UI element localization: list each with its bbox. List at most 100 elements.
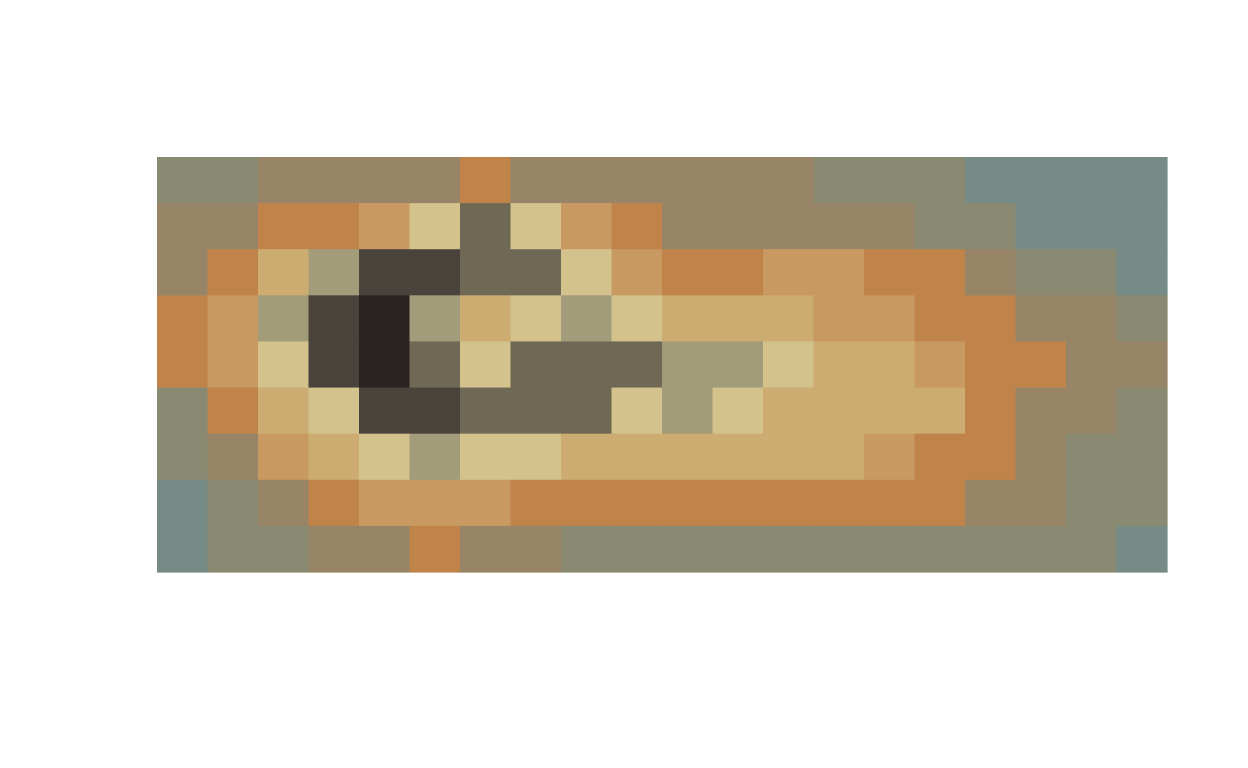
heat-cell: [965, 341, 1017, 389]
heat-cell: [965, 387, 1017, 435]
heat-cell: [308, 525, 360, 573]
heat-cell: [359, 157, 411, 204]
heat-cell: [157, 341, 209, 389]
heat-cell: [864, 433, 916, 481]
heat-cell: [308, 157, 360, 204]
heat-cell: [207, 525, 259, 573]
heat-cell: [460, 249, 512, 296]
heat-cell: [1066, 249, 1118, 296]
heat-cell: [1066, 157, 1118, 204]
heat-cell: [460, 479, 512, 527]
heat-cell: [157, 203, 209, 250]
heat-cell: [662, 433, 714, 481]
heat-cell: [611, 479, 663, 527]
heat-cell: [662, 387, 714, 435]
heat-cell: [460, 341, 512, 389]
heat-cell: [561, 203, 613, 250]
heat-cell: [308, 479, 360, 527]
heat-cell: [207, 433, 259, 481]
heat-cell: [157, 525, 209, 573]
heat-cell: [308, 203, 360, 250]
heat-cell: [1116, 157, 1168, 204]
heat-cell: [258, 295, 310, 343]
heat-cell: [1116, 341, 1168, 389]
heat-cell: [864, 203, 916, 250]
heat-cell: [258, 433, 310, 481]
heat-cell: [914, 341, 966, 389]
heat-cell: [914, 157, 966, 204]
heat-cell: [561, 433, 613, 481]
heat-cell: [157, 479, 209, 527]
heat-cell: [409, 157, 461, 204]
heat-cell: [207, 157, 259, 204]
heat-cell: [561, 157, 613, 204]
heat-cell: [763, 203, 815, 250]
heat-cell: [813, 341, 865, 389]
heat-cell: [207, 203, 259, 250]
heat-cell: [258, 387, 310, 435]
heat-cell: [1015, 433, 1067, 481]
heat-cell: [611, 387, 663, 435]
heat-cell: [258, 479, 310, 527]
heat-cell: [258, 203, 310, 250]
heat-cell: [662, 479, 714, 527]
heat-cell: [561, 295, 613, 343]
heat-cell: [864, 249, 916, 296]
heat-cell: [308, 295, 360, 343]
heat-cell: [308, 387, 360, 435]
heat-cell: [712, 249, 764, 296]
heat-cell: [813, 479, 865, 527]
heat-cell: [409, 433, 461, 481]
heat-cell: [611, 341, 663, 389]
heat-cell: [914, 387, 966, 435]
heat-cell: [662, 249, 714, 296]
heat-cell: [258, 249, 310, 296]
heat-cell: [157, 433, 209, 481]
heat-cell: [662, 295, 714, 343]
heat-cell: [409, 203, 461, 250]
heat-cell: [561, 341, 613, 389]
heat-cell: [763, 295, 815, 343]
heat-cell: [1015, 479, 1067, 527]
heat-cell: [914, 249, 966, 296]
heat-cell: [1116, 249, 1168, 296]
heat-cell: [1116, 203, 1168, 250]
heat-cell: [965, 433, 1017, 481]
heat-cell: [561, 479, 613, 527]
heat-cell: [1116, 295, 1168, 343]
heat-cell: [1066, 203, 1118, 250]
heat-cell: [409, 341, 461, 389]
heat-cell: [712, 433, 764, 481]
heat-cell: [1015, 295, 1067, 343]
heat-cell: [561, 525, 613, 573]
heat-cell: [359, 203, 411, 250]
heat-cell: [359, 387, 411, 435]
heat-cell: [460, 387, 512, 435]
heat-cell: [611, 525, 663, 573]
heat-cell: [510, 387, 562, 435]
heat-cell: [611, 249, 663, 296]
heat-cell: [864, 157, 916, 204]
heat-cell: [1066, 433, 1118, 481]
heat-cell: [1066, 387, 1118, 435]
heat-cell: [712, 295, 764, 343]
heat-cell: [712, 525, 764, 573]
heat-cell: [864, 479, 916, 527]
heat-cell: [1116, 387, 1168, 435]
heat-cell: [258, 525, 310, 573]
heat-cell: [813, 295, 865, 343]
heat-cell: [157, 387, 209, 435]
heat-cell: [157, 157, 209, 204]
heat-cell: [813, 387, 865, 435]
heat-cell: [359, 341, 411, 389]
heat-cell: [308, 341, 360, 389]
heat-cell: [510, 433, 562, 481]
heat-cell: [712, 479, 764, 527]
heat-cell: [712, 157, 764, 204]
heat-cell: [864, 525, 916, 573]
heat-cell: [258, 341, 310, 389]
heat-cell: [1015, 249, 1067, 296]
heat-cell: [510, 203, 562, 250]
heat-cell: [510, 249, 562, 296]
